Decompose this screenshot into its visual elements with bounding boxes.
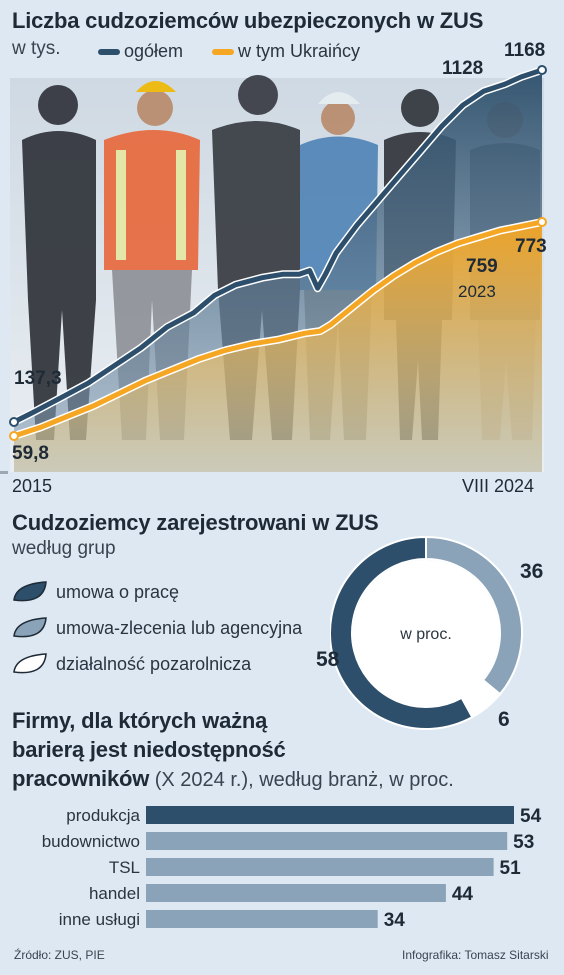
bar-category-label-0: produkcja bbox=[66, 806, 140, 825]
chart3-title-line2: barierą jest niedostępność bbox=[12, 737, 286, 762]
bar-category-label-1: budownictwo bbox=[42, 832, 140, 851]
credit-text: Infografika: Tomasz Sitarski bbox=[402, 948, 549, 962]
legend-total-label: ogółem bbox=[124, 41, 184, 61]
chart2-title: Cudzoziemcy zarejestrowani w ZUS bbox=[12, 510, 379, 535]
donut-slices bbox=[330, 535, 523, 730]
donut-slice-0 bbox=[330, 535, 474, 730]
total-2023-label: 1128 bbox=[442, 58, 484, 79]
bar-4 bbox=[146, 910, 378, 928]
bar-1 bbox=[146, 832, 508, 850]
leaf-dark-icon bbox=[13, 581, 47, 602]
bar-value-label-3: 44 bbox=[452, 884, 474, 905]
legend-ukr-swatch bbox=[212, 49, 234, 55]
slice-label-employment: 58 bbox=[316, 648, 340, 671]
bar-2 bbox=[146, 858, 494, 876]
donut-chart: w proc. bbox=[330, 535, 523, 730]
total-start-label: 137,3 bbox=[14, 368, 62, 389]
bar-category-label-4: inne usługi bbox=[59, 910, 140, 929]
legend2-label-business: działalność pozarolnicza bbox=[56, 654, 252, 674]
total-line bbox=[12, 67, 543, 425]
chart1-unit: w tys. bbox=[12, 38, 61, 59]
total-end-point bbox=[537, 65, 547, 75]
bar-value-label-0: 54 bbox=[520, 806, 542, 827]
donut-center-label: w proc. bbox=[399, 626, 452, 643]
legend-ukr-label: w tym Ukraińcy bbox=[238, 41, 361, 61]
chart1-plot bbox=[9, 65, 547, 472]
donut-hole bbox=[353, 560, 499, 706]
chart1-title: Liczba cudzoziemców ubezpieczonych w ZUS bbox=[12, 8, 484, 33]
ukr-area bbox=[14, 222, 542, 472]
ukr-start-label: 59,8 bbox=[12, 443, 49, 464]
chart2-subtitle: według grup bbox=[12, 538, 116, 559]
chart3-title-line1: Firmy, dla których ważną bbox=[12, 708, 268, 733]
ukr-line bbox=[13, 219, 543, 439]
total-start-point bbox=[9, 417, 19, 427]
ukr-end-point bbox=[537, 217, 547, 227]
x-end-label: VIII 2024 bbox=[462, 476, 535, 496]
axis-tick bbox=[0, 471, 8, 474]
x-start-label: 2015 bbox=[12, 476, 53, 496]
bar-0 bbox=[146, 806, 514, 824]
leaf-grey-icon bbox=[13, 617, 47, 638]
leaf-white-icon bbox=[13, 653, 47, 674]
legend2-label-employment: umowa o pracę bbox=[56, 582, 180, 602]
source-text: Źródło: ZUS, PIE bbox=[14, 948, 105, 962]
bar-category-label-2: TSL bbox=[109, 858, 140, 877]
total-end-label: 1168 bbox=[504, 40, 546, 61]
bar-group: produkcja 54 budownictwo 53 TSL 51 handel 44 inn… bbox=[42, 806, 542, 931]
slice-label-civil: 36 bbox=[520, 560, 544, 583]
legend-total-swatch bbox=[98, 49, 120, 55]
ukr-2023-label: 759 bbox=[466, 256, 498, 277]
chart3-title-line3: pracowników (X 2024 r.), według branż, w… bbox=[12, 766, 454, 792]
chart3-title-bold: pracowników bbox=[12, 766, 150, 791]
bar-value-label-2: 51 bbox=[500, 858, 522, 879]
bar-category-label-3: handel bbox=[89, 884, 140, 903]
slice-label-business: 6 bbox=[498, 708, 510, 731]
bar-3 bbox=[146, 884, 446, 902]
legend2-label-civil: umowa-zlecenia lub agencyjna bbox=[56, 618, 303, 638]
line-chart bbox=[0, 65, 547, 474]
bar-value-label-1: 53 bbox=[513, 832, 534, 853]
ukr-2023-year: 2023 bbox=[458, 282, 496, 301]
ukr-end-label: 773 bbox=[515, 236, 547, 257]
ukr-start-point bbox=[9, 431, 19, 441]
bar-chart: produkcja 54 budownictwo 53 TSL 51 handel 44 inn… bbox=[42, 806, 542, 931]
chart3-title-rest: (X 2024 r.), według branż, w proc. bbox=[149, 769, 454, 791]
bar-value-label-4: 34 bbox=[384, 910, 406, 931]
